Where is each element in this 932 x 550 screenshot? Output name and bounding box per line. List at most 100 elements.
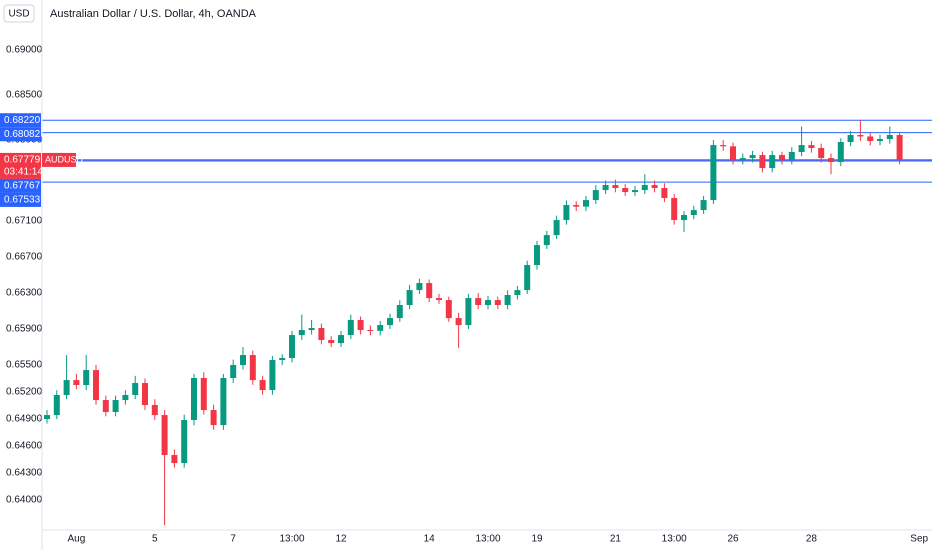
candle-body	[798, 145, 805, 153]
y-tick-label: 0.65200	[6, 387, 43, 398]
x-tick-label: 13:00	[662, 534, 687, 545]
candle-body	[357, 320, 364, 331]
candle-body	[455, 318, 462, 326]
candle-body	[298, 330, 305, 336]
candle-body	[739, 158, 746, 161]
candle-body	[896, 134, 903, 160]
x-tick-label: Aug	[68, 534, 86, 545]
candle-body	[338, 335, 344, 344]
candle-body	[534, 245, 540, 266]
candle-body	[749, 155, 756, 159]
candle-body	[132, 383, 139, 396]
y-tick-label: 0.64600	[6, 441, 43, 452]
price-line-tag	[0, 113, 41, 128]
x-tick-label: 19	[531, 534, 543, 545]
price-line-tag	[0, 127, 41, 142]
candle-body	[142, 383, 148, 405]
candle-body	[279, 358, 286, 360]
x-tick-label: 13:00	[475, 534, 500, 545]
y-tick-label: 0.64300	[6, 468, 43, 479]
candle-body	[828, 158, 834, 162]
symbol-label: AUDUSD	[45, 154, 84, 164]
candle-body	[877, 139, 883, 142]
candle-body	[867, 136, 874, 142]
last-price-tag	[0, 152, 41, 179]
price-line-label: 0.68082	[4, 129, 41, 140]
candle-body	[347, 320, 354, 336]
y-tick-label: 0.64900	[6, 414, 43, 425]
candle-body	[436, 298, 442, 301]
candle-body	[602, 185, 609, 191]
x-tick-label: 26	[727, 534, 739, 545]
candle-body	[563, 205, 570, 221]
candle-body	[426, 283, 433, 299]
candle-body	[720, 145, 727, 147]
candle-body	[671, 197, 678, 221]
x-tick-label: 12	[335, 534, 347, 545]
candle-body	[240, 355, 246, 366]
chart-title: Australian Dollar / U.S. Dollar, 4h, OAN…	[50, 8, 257, 20]
candle-body	[259, 380, 266, 391]
y-tick-label: 0.65900	[6, 324, 43, 335]
candle-body	[53, 395, 60, 416]
candle-body	[406, 290, 413, 306]
candle-body	[210, 410, 217, 426]
candle-body	[396, 305, 403, 319]
candle-body	[769, 155, 776, 169]
y-tick-label: 0.68500	[6, 90, 43, 101]
y-tick-label: 0.69000	[6, 45, 43, 56]
candle-body	[102, 400, 109, 413]
plot-area: 0.690000.685000.680000.671000.667000.663…	[6, 45, 932, 545]
candle-body	[779, 155, 785, 161]
candle-body	[44, 415, 50, 420]
price-line-label: 0.67533	[4, 195, 41, 206]
candle-body	[583, 200, 589, 207]
candle-body	[220, 377, 227, 426]
candle-body	[308, 328, 315, 331]
candle-body	[161, 415, 168, 456]
candle-body	[808, 145, 815, 149]
currency-box[interactable]	[3, 4, 35, 23]
x-tick-label: 5	[152, 534, 158, 545]
candle-body	[122, 395, 129, 401]
candle-body	[632, 190, 638, 193]
candle-body	[553, 220, 560, 236]
y-tick-label: 0.65500	[6, 360, 43, 371]
candle-body	[83, 370, 90, 386]
candle-body	[730, 146, 736, 161]
candle-body	[377, 325, 384, 331]
candle-body	[63, 380, 70, 396]
candle-body	[788, 152, 795, 161]
candle-body	[269, 359, 276, 391]
candle-body	[387, 318, 393, 326]
candle-body	[690, 210, 697, 216]
candle-body	[249, 355, 256, 381]
x-tick-label: 28	[806, 534, 818, 545]
candle-body	[543, 235, 550, 246]
price-line-tag	[0, 178, 41, 193]
candle-body	[181, 420, 188, 464]
candle-body	[73, 380, 80, 386]
countdown: 03:41:14	[4, 167, 43, 178]
candle-body	[524, 265, 531, 291]
candle-body	[416, 283, 423, 291]
last-price-label: 0.67779	[4, 155, 41, 166]
candle-body	[622, 188, 629, 193]
price-line-label: 0.67767	[4, 181, 41, 192]
candle-body	[318, 328, 325, 341]
candle-body	[759, 155, 766, 169]
candle-body	[151, 404, 158, 416]
candle-body	[475, 298, 482, 306]
candle-body	[230, 365, 237, 378]
candle-body	[573, 205, 580, 207]
candle-body	[886, 134, 893, 140]
currency[interactable]: USD	[8, 9, 29, 20]
candle-body	[200, 377, 207, 411]
candle-body	[289, 335, 295, 359]
candle-body	[641, 185, 648, 191]
y-tick-label: 0.64000	[6, 495, 43, 506]
candle-body	[485, 300, 491, 306]
